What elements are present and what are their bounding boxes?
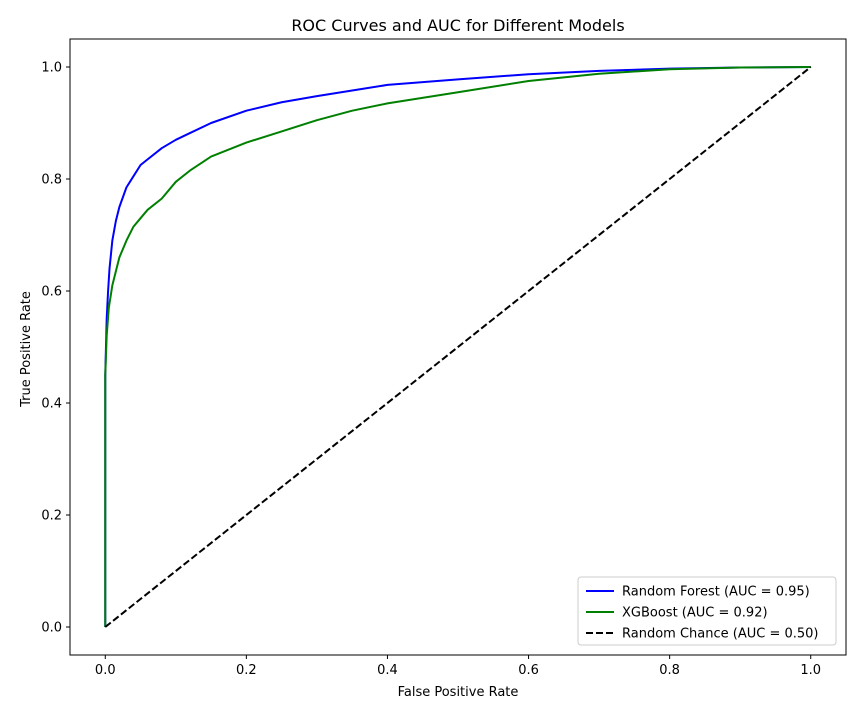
y-axis-label: True Positive Rate: [19, 291, 34, 408]
x-tick-label: 0.2: [236, 663, 257, 678]
y-tick-label: 0.8: [41, 173, 62, 188]
x-axis-label: False Positive Rate: [398, 685, 519, 700]
series-line-2: [104, 66, 811, 627]
legend-box: [577, 576, 837, 646]
legend-label-1: Random Forest (AUC = 0.95): [622, 585, 810, 600]
plot-area: 0.0 0.2 0.4 0.6 0.8 1.0 0.0 0.2 0.4 0.6 0.8 1.0 Rand…: [41, 38, 847, 678]
chart-title: ROC Curves and AUC for Different Models: [291, 16, 624, 35]
x-tick-label: 0.4: [377, 663, 398, 678]
series-line-1: [104, 66, 811, 627]
y-tick-label: 0.0: [41, 621, 62, 636]
y-tick-label: 0.2: [41, 509, 62, 524]
series-line-3: [104, 66, 812, 628]
x-tick-label: 0.6: [518, 663, 539, 678]
y-tick-label: 0.4: [41, 397, 62, 412]
y-tick-label: 0.6: [41, 285, 62, 300]
axes-frame: [69, 38, 847, 656]
x-tick-label: 0.8: [659, 663, 680, 678]
x-tick-label: 1.0: [800, 663, 821, 678]
y-tick-label: 1.0: [41, 61, 62, 76]
x-tick-label: 0.0: [95, 663, 116, 678]
legend-label-3: Random Chance (AUC = 0.50): [622, 627, 819, 642]
legend-label-2: XGBoost (AUC = 0.92): [622, 606, 768, 621]
